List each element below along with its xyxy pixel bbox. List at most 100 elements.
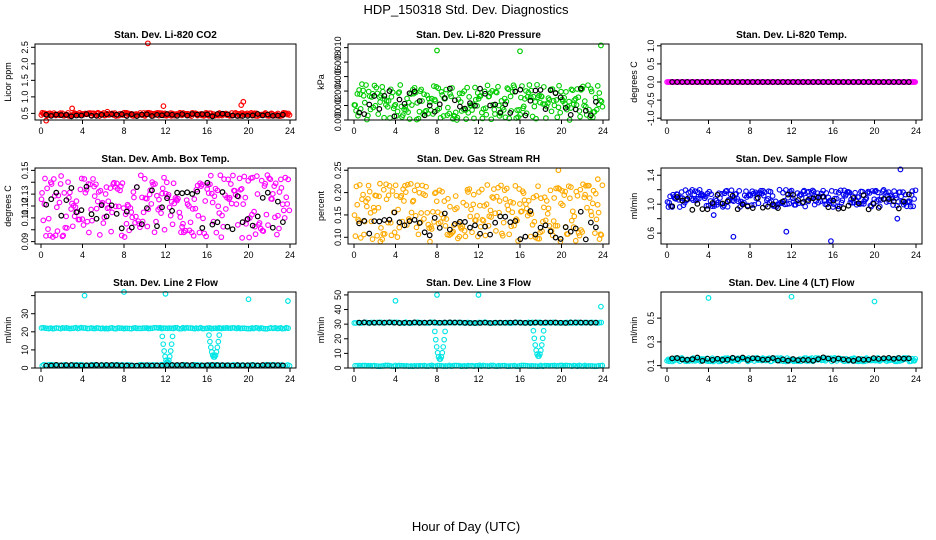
outlier-point [240,98,247,105]
data-point [556,82,562,89]
data-point-black [860,192,867,199]
data-point-black [679,197,686,204]
x-tick-label: 0 [351,374,356,384]
data-point [459,223,466,230]
data-point [379,83,386,90]
data-point-black [587,219,594,226]
data-point [156,196,162,203]
data-point-black [684,195,691,202]
data-point [218,234,225,241]
data-point [217,172,224,179]
data-point [545,205,552,212]
data-point [369,236,376,242]
data-point-black [174,112,181,119]
data-point [372,102,379,109]
data-point [375,111,382,117]
data-point [192,205,199,212]
data-point [755,200,762,207]
data-point [168,325,175,332]
data-point [179,223,185,230]
y-tick-label: 0 [333,365,343,370]
data-point [395,206,401,213]
data-point [227,181,234,187]
data-point-black [214,219,221,226]
data-point [490,101,497,108]
data-point [389,188,396,194]
data-point [568,217,575,224]
data-point [571,213,578,220]
data-point [144,223,151,230]
data-point-black [406,90,413,97]
data-point [265,222,271,228]
outlier-point [517,48,523,55]
data-point [363,203,370,210]
panel-title: Stan. Dev. Sample Flow [736,154,848,165]
data-point [904,199,911,205]
data-point-black [93,112,100,119]
data-point-black [850,357,857,364]
data-point [596,90,603,96]
data-point [76,216,83,223]
data-point [208,325,215,332]
data-point-black [770,201,776,208]
data-point [538,342,545,348]
figure-title: HDP_150318 Std. Dev. Diagnostics [364,2,569,17]
data-point-black [234,193,241,200]
data-point [404,181,411,188]
data-point-black [739,201,746,208]
data-point-black [537,224,544,231]
data-point-black [592,224,599,231]
outlier-point [555,167,562,174]
data-point [397,82,404,88]
outlier-point [434,47,440,54]
data-point [105,198,112,205]
panel-8: Stan. Dev. Line 3 Flow 0 4 8 12 16 20 24 0 10 20 30… [316,278,610,384]
data-point [279,201,286,208]
data-point-black [734,356,741,363]
data-point-black [48,112,55,119]
y-tick-label: 40 [333,305,343,315]
data-point-black [532,231,539,238]
data-point-black [174,189,181,196]
data-point-black [396,96,403,103]
data-point [423,183,429,190]
data-point [213,229,220,236]
data-point-black [159,204,165,211]
data-point [119,180,126,186]
data-point-black [790,356,796,362]
data-point-black [462,105,468,112]
data-point [461,88,468,94]
data-point-black [361,218,368,224]
data-point [165,357,172,364]
data-point [598,98,605,105]
data-point [584,204,590,211]
data-point-black [582,236,589,243]
x-tick-label: 20 [869,126,879,136]
data-point-black [815,356,822,363]
data-point [708,191,714,198]
y-tick-label: 0.3 [646,336,656,349]
data-point [674,191,681,198]
data-point [421,216,427,222]
data-point [424,209,431,216]
data-point [536,235,543,242]
x-tick-label: 0 [38,374,43,384]
data-point-black [406,218,413,225]
data-point [254,173,260,179]
data-point-black [63,197,70,204]
data-point [391,103,398,109]
data-point [667,193,673,200]
data-point-black [184,112,191,119]
data-point [42,175,48,182]
data-point [100,220,107,226]
data-point-black [83,183,90,190]
y-axis-label: ml/min [316,317,326,344]
data-point [170,180,177,187]
data-point [724,203,731,210]
data-point [237,186,244,193]
data-point [585,319,591,326]
x-tick-label: 0 [664,126,669,136]
data-point-black [83,111,90,118]
data-point [496,198,503,204]
x-tick-label: 4 [80,374,85,384]
